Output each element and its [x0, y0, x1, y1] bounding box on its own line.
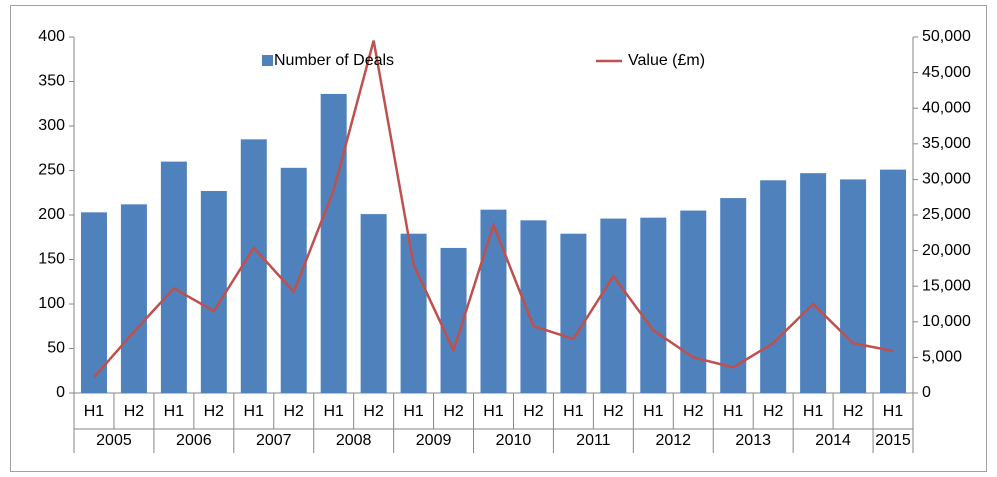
bar [480, 209, 507, 393]
bar [560, 233, 587, 393]
y-tick-label: 250 [38, 162, 65, 179]
bar [80, 212, 107, 393]
y-tick-label: 300 [38, 117, 65, 134]
bar [880, 169, 907, 393]
x-tick-label: H1 [563, 403, 584, 420]
y-tick-label: 200 [38, 206, 65, 223]
x-tick-label: H2 [603, 403, 624, 420]
x-tick-label: H1 [883, 403, 904, 420]
legend-swatch [262, 55, 273, 66]
y2-tick-label: 15,000 [922, 277, 971, 294]
x-group-label: 2006 [176, 432, 212, 449]
legend-label: Value (£m) [628, 52, 705, 69]
y2-tick-label: 50,000 [922, 28, 971, 45]
x-group-label: 2008 [336, 432, 372, 449]
bar [720, 198, 747, 393]
y2-tick-label: 5,000 [922, 349, 962, 366]
bar [520, 220, 547, 393]
x-group-label: 2013 [735, 432, 771, 449]
bar [760, 180, 787, 393]
bar [200, 190, 227, 393]
y-tick-label: 0 [56, 384, 65, 401]
legend-label: Number of Deals [274, 52, 394, 69]
x-tick-label: H2 [204, 403, 225, 420]
y-tick-label: 100 [38, 295, 65, 312]
x-tick-label: H1 [723, 403, 744, 420]
x-tick-label: H2 [763, 403, 784, 420]
x-tick-label: H1 [643, 403, 664, 420]
y-tick-label: 400 [38, 28, 65, 45]
bar [840, 179, 867, 393]
x-tick-label: H2 [843, 403, 864, 420]
x-tick-label: H1 [803, 403, 824, 420]
x-tick-label: H1 [84, 403, 105, 420]
bar [640, 217, 667, 393]
y2-tick-label: 35,000 [922, 135, 971, 152]
bar [320, 93, 347, 394]
bar [120, 204, 147, 393]
x-tick-label: H1 [244, 403, 265, 420]
line [93, 40, 894, 379]
x-tick-label: H2 [363, 403, 384, 420]
y2-tick-label: 45,000 [922, 64, 971, 81]
bar [600, 218, 627, 393]
x-group-label: 2014 [815, 432, 851, 449]
x-group-label: 2015 [875, 432, 911, 449]
x-group-label: 2005 [96, 432, 132, 449]
y2-tick-label: 0 [922, 384, 931, 401]
y-tick-label: 350 [38, 73, 65, 90]
bar [280, 167, 307, 393]
x-tick-label: H1 [483, 403, 504, 420]
x-tick-label: H2 [284, 403, 305, 420]
x-tick-label: H2 [443, 403, 464, 420]
x-tick-label: H1 [403, 403, 424, 420]
bar [680, 210, 707, 393]
x-tick-label: H2 [124, 403, 145, 420]
y-tick-label: 50 [47, 340, 65, 357]
bar [400, 233, 427, 393]
bar [240, 139, 267, 393]
y2-tick-label: 20,000 [922, 242, 971, 259]
y2-tick-label: 10,000 [922, 313, 971, 330]
bar [160, 161, 187, 393]
x-tick-label: H2 [523, 403, 544, 420]
x-group-label: 2011 [576, 432, 611, 449]
x-tick-label: H1 [164, 403, 185, 420]
y2-tick-label: 30,000 [922, 171, 971, 188]
x-tick-label: H1 [323, 403, 344, 420]
x-tick-label: H2 [683, 403, 704, 420]
y2-tick-label: 40,000 [922, 99, 971, 116]
x-group-label: 2007 [256, 432, 292, 449]
x-group-label: 2009 [416, 432, 452, 449]
y2-tick-label: 25,000 [922, 206, 971, 223]
x-group-label: 2010 [496, 432, 532, 449]
y-tick-label: 150 [38, 251, 65, 268]
bar [800, 173, 827, 393]
x-group-label: 2012 [655, 432, 691, 449]
bar [360, 214, 387, 393]
